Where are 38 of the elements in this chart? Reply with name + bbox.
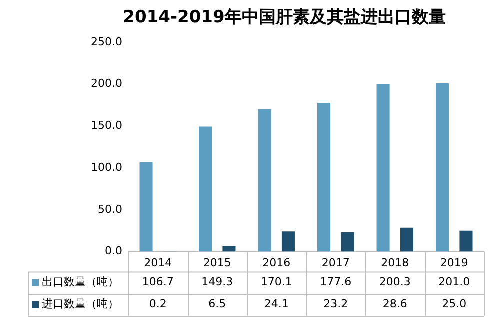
bar [282,232,295,252]
bar [140,162,153,252]
x-tick-label: 2015 [203,256,232,270]
y-tick-label: 100.0 [90,160,122,174]
data-label: 149.3 [202,276,234,289]
data-label: 24.1 [264,298,289,311]
x-tick-label: 2016 [262,256,291,270]
x-tick-label: 2018 [381,256,410,270]
bar [460,230,473,252]
bar [400,228,414,252]
data-label: 106.7 [142,276,174,289]
data-label: 200.3 [379,276,411,289]
bar [341,232,354,252]
bar [436,83,450,252]
legend-label: 进口数量（吨） [42,298,119,311]
y-tick-label: 200.0 [90,77,122,90]
x-tick-label: 2017 [322,256,350,270]
bar [199,126,212,252]
bar [318,103,331,252]
data-label: 28.6 [382,298,408,311]
data-label: 0.2 [149,298,167,311]
data-label: 25.0 [442,298,467,311]
data-label: 6.5 [208,298,226,311]
data-label: 201.0 [438,276,470,289]
data-label: 170.1 [260,276,292,289]
y-tick-label: 250.0 [90,35,122,48]
y-tick-label: 50.0 [98,202,122,216]
y-tick-label: 0.0 [104,244,122,258]
x-tick-label: 2014 [144,256,172,270]
bar [258,109,272,252]
data-label: 177.6 [320,276,352,289]
bar [376,84,390,252]
x-tick-label: 2019 [440,256,468,270]
legend-label: 出口数量（吨） [42,276,119,289]
bar [222,246,236,252]
chart-title: 2014-2019年中国肝素及其盐进出口数量 [123,8,446,28]
data-label: 23.2 [324,298,348,311]
y-tick-label: 150.0 [90,119,122,132]
